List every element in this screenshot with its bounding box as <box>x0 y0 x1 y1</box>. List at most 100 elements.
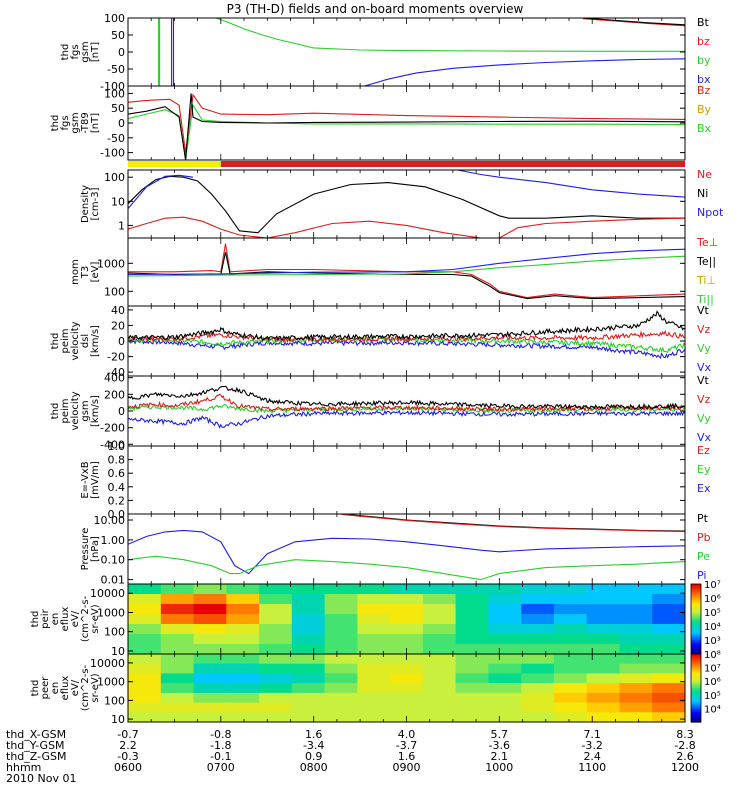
heatmap-cell <box>193 614 227 625</box>
heatmap-cell <box>160 654 195 665</box>
heatmap-cell <box>324 654 358 665</box>
heatmap-cell <box>553 673 588 684</box>
y-axis-label: [km/s] <box>90 395 101 427</box>
heatmap-cell <box>160 604 195 615</box>
heatmap-cell <box>390 624 424 635</box>
y-axis-label: gsm <box>80 41 91 62</box>
heatmap-cell <box>193 673 227 684</box>
legend-entry: Vy <box>697 342 711 355</box>
axis-tick-value: 2.4 <box>583 750 601 763</box>
colorbar-step <box>691 622 701 625</box>
y-tick-label: 0.2 <box>108 494 126 507</box>
series-line-red <box>128 243 685 299</box>
heatmap-cell <box>357 654 391 665</box>
heatmap-cell <box>128 673 162 684</box>
heatmap-cell <box>619 614 653 625</box>
heatmap-cell <box>521 644 555 654</box>
axis-row-label: thd_X-GSM <box>6 728 66 741</box>
heatmap-cell <box>455 663 489 674</box>
y-tick-label: -100 <box>100 80 125 93</box>
colorbar-step <box>691 706 701 709</box>
heatmap-cell <box>488 663 522 674</box>
heatmap-cell <box>357 624 391 635</box>
series-line-red <box>128 393 685 413</box>
legend-entry: Pt <box>697 512 709 525</box>
colorbar-step <box>691 669 701 672</box>
colorbar-step <box>691 596 701 599</box>
y-tick-label: 0.6 <box>108 467 126 480</box>
colorbar-step <box>691 664 701 667</box>
heatmap-cell <box>521 673 555 684</box>
y-axis-label: [nPa] <box>90 536 101 562</box>
series-line-black <box>582 18 685 26</box>
heatmap-cell <box>291 712 326 722</box>
y-tick-label: 50 <box>111 102 125 115</box>
heatmap-cell <box>652 604 685 615</box>
heatmap-cell <box>324 604 358 615</box>
y-axis-label: eV/ <box>70 679 81 696</box>
heatmap-cell <box>226 644 260 654</box>
heatmap-cell <box>422 673 457 684</box>
y-tick-label: 10.00 <box>94 514 126 527</box>
heatmap-cell <box>193 584 227 595</box>
colorbar-step <box>691 691 701 694</box>
colorbar-step <box>691 681 701 684</box>
series-line-black <box>128 175 685 234</box>
heatmap-cell <box>259 654 293 665</box>
heatmap-cell <box>357 644 391 654</box>
y-tick-label: -400 <box>100 438 125 451</box>
axis-tick-value: 0800 <box>300 761 328 774</box>
y-tick-label: 1.00 <box>101 534 126 547</box>
colorbar-step <box>691 694 701 698</box>
heatmap-cell <box>291 584 326 595</box>
colorbar-step <box>691 589 701 592</box>
heatmap-cell <box>652 644 685 654</box>
heatmap-cell <box>455 624 489 635</box>
y-axis-label: thd <box>50 115 61 132</box>
heatmap-cell <box>357 683 391 694</box>
y-tick-label: -100 <box>100 147 125 160</box>
colorbar-step <box>691 715 701 718</box>
axis-tick-value: -1.8 <box>210 739 231 752</box>
heatmap-cell <box>586 673 621 684</box>
y-axis-label: Pressure <box>80 528 91 571</box>
heatmap-cell <box>324 644 358 654</box>
heatmap-cell <box>488 712 522 722</box>
heatmap-cell <box>652 614 685 625</box>
heatmap-cell <box>259 584 293 595</box>
y-axis-label: T3 <box>80 266 91 279</box>
heatmap-cell <box>128 614 162 625</box>
heatmap-cell <box>128 624 162 635</box>
colorbar-step <box>691 627 701 631</box>
y-axis-label: [eV] <box>90 262 101 283</box>
panel-fgs189: 100 50 0 -50 -100 thd fgs gsm -T89 [nT] Bz By Bx <box>50 84 712 167</box>
date-label: 2010 Nov 01 <box>6 772 76 785</box>
axis-tick-value: 2.2 <box>119 739 137 752</box>
heatmap-cell <box>521 663 555 674</box>
axis-tick-value: 0700 <box>207 761 235 774</box>
heatmap-cell <box>291 594 326 605</box>
y-axis-label: eflux <box>60 607 71 632</box>
heatmap-cell <box>455 673 489 684</box>
heatmap-cell <box>586 644 621 654</box>
heatmap-cell <box>390 702 424 713</box>
heatmap-cell <box>160 584 195 595</box>
colorbar-step <box>691 603 701 606</box>
axis-tick-value: -0.8 <box>210 728 231 741</box>
heatmap-cell <box>422 584 457 595</box>
colorbar-step <box>691 698 701 701</box>
colorbar-tick-label: 10³ <box>704 636 721 647</box>
heatmap-cell <box>160 712 195 722</box>
heatmap-cell <box>521 634 555 645</box>
y-axis-label: [km/s] <box>90 325 101 357</box>
panel-frame <box>127 85 686 161</box>
y-tick-label: 10000 <box>90 657 125 670</box>
y-tick-label: 0.01 <box>101 574 126 587</box>
colorbar-step <box>691 686 701 689</box>
heatmap-cell <box>521 584 555 595</box>
heatmap-cell <box>619 673 653 684</box>
legend-entry: by <box>697 54 711 67</box>
series-line-green <box>158 18 161 86</box>
heatmap-cell <box>488 654 522 665</box>
colorbar-peer: 10⁸ 10⁷ 10⁶ 10⁵ 10⁴ <box>690 650 721 723</box>
